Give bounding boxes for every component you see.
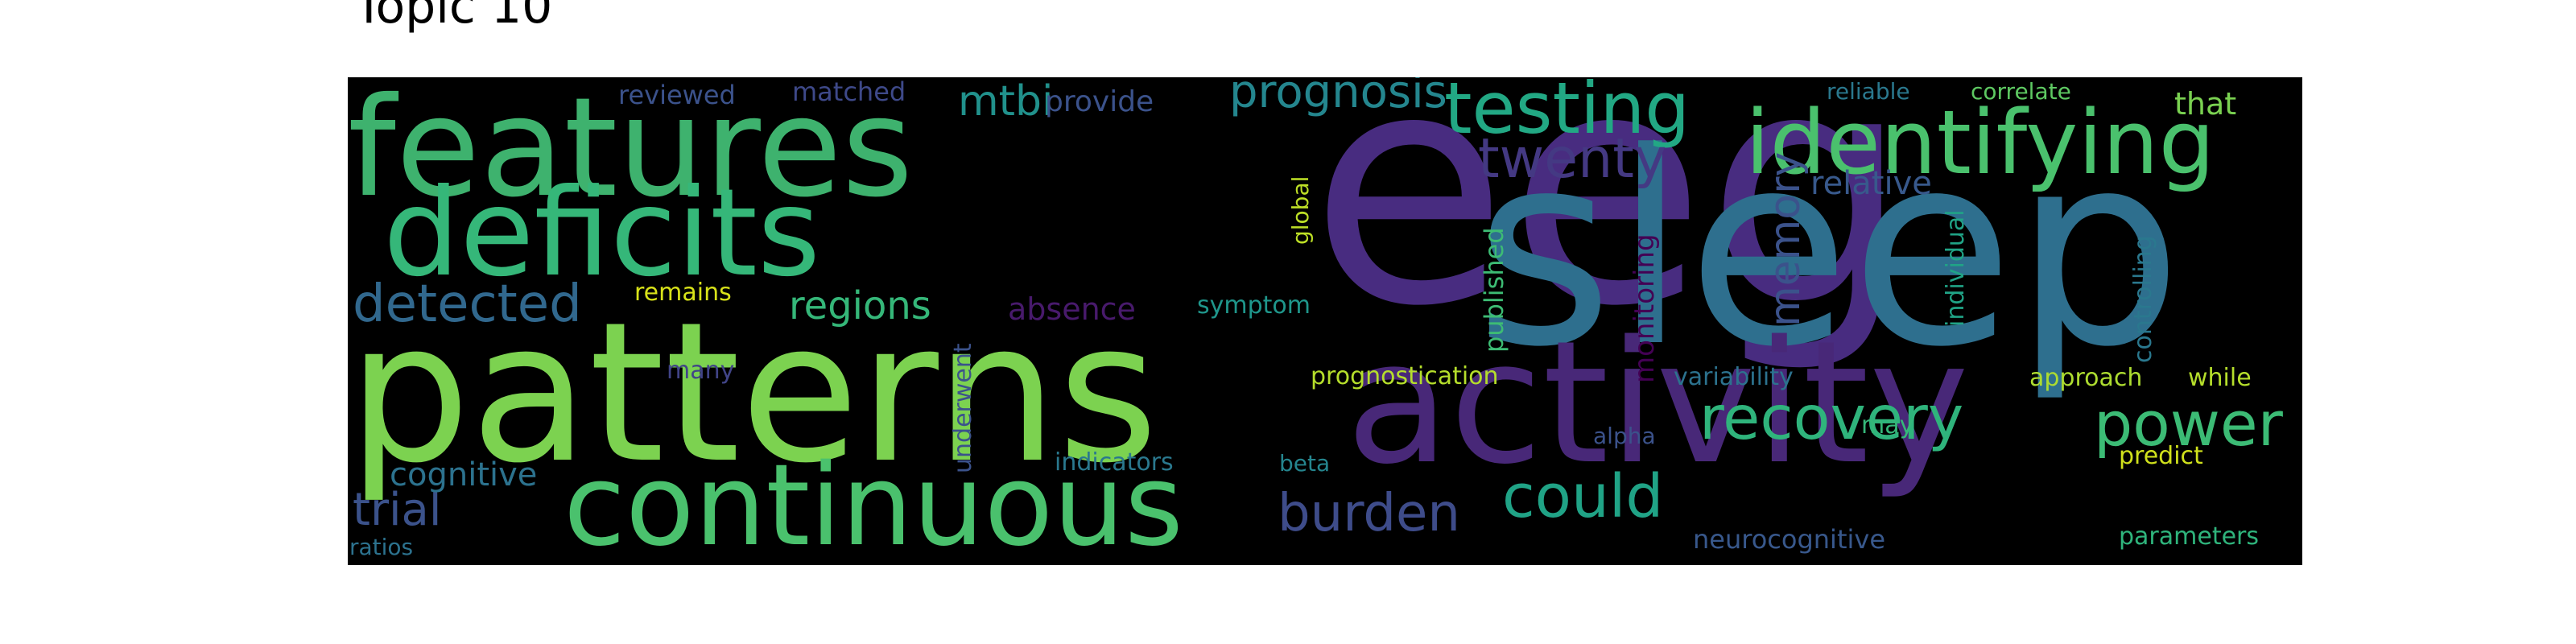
cloud-word: predict — [2119, 442, 2203, 470]
cloud-word: activity — [1346, 304, 1970, 502]
cloud-word: regions — [789, 283, 931, 328]
cloud-word: continuous — [564, 440, 1183, 565]
cloud-word: matched — [792, 77, 906, 107]
cloud-word: beta — [1279, 450, 1331, 477]
cloud-word: approach — [2029, 364, 2143, 392]
cloud-word: recovery — [1699, 382, 1964, 453]
cloud-word: reliable — [1827, 78, 1910, 105]
cloud-word: detected — [353, 275, 582, 334]
cloud-word: trial — [353, 484, 442, 536]
cloud-word: individual — [1942, 209, 1970, 327]
cloud-word: sleep — [1475, 96, 2183, 405]
cloud-word: while — [2188, 364, 2252, 392]
cloud-word: absence — [1008, 291, 1136, 327]
page-title: Topic 10 — [354, 0, 553, 35]
cloud-word: prognostication — [1311, 362, 1499, 390]
cloud-word: indicators — [1055, 448, 1174, 477]
cloud-word: features — [348, 77, 914, 228]
cloud-word: twenty — [1478, 127, 1667, 191]
cloud-word: deficits — [383, 163, 821, 303]
cloud-word: underwent — [949, 343, 977, 473]
cloud-word: controlling — [2129, 235, 2157, 363]
cloud-word: many — [667, 357, 735, 385]
cloud-word: may — [1861, 411, 1914, 440]
cloud-word: global — [1287, 175, 1314, 245]
cloud-word: parameters — [2119, 522, 2260, 551]
cloud-word: cognitive — [390, 456, 538, 493]
cloud-word: published — [1479, 227, 1509, 353]
cloud-word: remains — [634, 279, 732, 307]
cloud-word: monitoring — [1629, 233, 1661, 383]
cloud-word: patterns — [348, 280, 1158, 506]
cloud-word: correlate — [1971, 78, 2071, 105]
cloud-word: provide — [1045, 85, 1154, 118]
cloud-word: power — [2094, 388, 2283, 460]
cloud-word: memory — [1761, 151, 1810, 327]
cloud-word: identifying — [1745, 91, 2215, 194]
cloud-word: reviewed — [618, 80, 736, 110]
cloud-word: ratios — [349, 534, 414, 560]
word-cloud: eeg sleep patterns features activity continuo… — [348, 77, 2302, 565]
cloud-word: could — [1502, 462, 1664, 531]
cloud-word: prognosis — [1229, 77, 1447, 118]
cloud-word: mtbi — [958, 77, 1054, 126]
cloud-word: alpha — [1593, 423, 1656, 449]
cloud-word: symptom — [1197, 291, 1311, 320]
cloud-word: eeg — [1310, 77, 1911, 377]
cloud-word: that — [2174, 86, 2237, 122]
cloud-word: testing — [1444, 77, 1690, 150]
cloud-word: relative — [1810, 165, 1932, 202]
cloud-word: neurocognitive — [1693, 524, 1885, 555]
cloud-word: variability — [1674, 363, 1794, 391]
cloud-word: burden — [1278, 484, 1460, 543]
